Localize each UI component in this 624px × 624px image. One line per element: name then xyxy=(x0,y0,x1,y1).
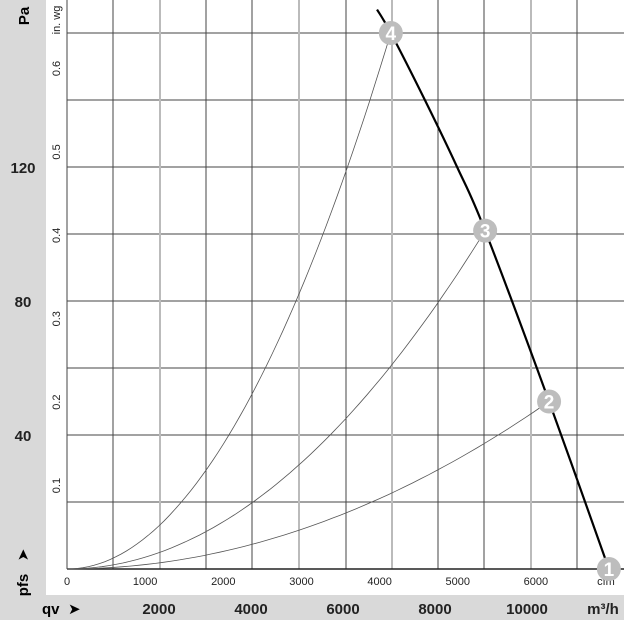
x-symbol: qv xyxy=(42,601,60,618)
y-tick-pa: 40 xyxy=(15,428,32,445)
fan-curve xyxy=(376,8,610,570)
x-unit-m3h: m³/h xyxy=(587,601,619,618)
operating-point-marker-3 xyxy=(473,218,498,243)
y-tick-inwg: 0.1 xyxy=(51,478,63,493)
y-tick-inwg: 0.6 xyxy=(51,61,63,76)
y-tick-pa: 120 xyxy=(10,160,35,177)
y-tick-pa: 80 xyxy=(15,294,32,311)
x-tick-cfm: 0 xyxy=(64,576,70,588)
operating-point-marker-2 xyxy=(537,389,562,414)
x-tick-cfm: 3000 xyxy=(289,576,313,588)
operating-point-marker-1 xyxy=(596,557,621,581)
y-tick-inwg: 0.5 xyxy=(51,144,63,159)
x-tick-cfm: 1000 xyxy=(133,576,157,588)
y-tick-inwg: 0.2 xyxy=(51,395,63,410)
system-curve-3 xyxy=(66,230,486,570)
x-tick-m3h: 2000 xyxy=(142,601,175,618)
y-unit-inwg: in. wg xyxy=(51,6,63,35)
bottom-axis-band xyxy=(0,595,624,620)
operating-point-label: 2 xyxy=(544,393,555,414)
system-curve-4 xyxy=(66,32,392,570)
x-tick-cfm: 6000 xyxy=(524,576,548,588)
x-arrow-icon: ➤ xyxy=(68,601,81,618)
x-tick-cfm: 4000 xyxy=(367,576,391,588)
y-tick-inwg: 0.3 xyxy=(51,311,63,326)
x-tick-m3h: 10000 xyxy=(506,601,548,618)
x-tick-cfm: 5000 xyxy=(446,576,470,588)
curves xyxy=(66,8,610,570)
operating-point-marker-4 xyxy=(378,21,403,45)
x-tick-m3h: 4000 xyxy=(234,601,267,618)
operating-points: 1 2 3 4 xyxy=(378,21,621,581)
x-tick-cfm: 2000 xyxy=(211,576,235,588)
axis-labels: Pa 40 80 120 pfs ➤ in. wg 0.1 0.2 0.3 0.4 0.5 0.6 0 10… xyxy=(10,6,618,618)
operating-point-label: 3 xyxy=(480,222,491,243)
operating-point-label: 1 xyxy=(604,560,615,581)
y-tick-inwg: 0.4 xyxy=(51,228,63,243)
y-unit-pa: Pa xyxy=(16,6,33,25)
x-tick-m3h: 6000 xyxy=(326,601,359,618)
y-symbol: pfs xyxy=(15,574,32,597)
operating-point-label: 4 xyxy=(386,24,397,45)
y-arrow-icon: ➤ xyxy=(15,549,32,562)
grid xyxy=(66,0,624,570)
left-axis-band xyxy=(0,0,46,595)
system-curve-2 xyxy=(67,401,550,570)
x-tick-m3h: 8000 xyxy=(418,601,451,618)
